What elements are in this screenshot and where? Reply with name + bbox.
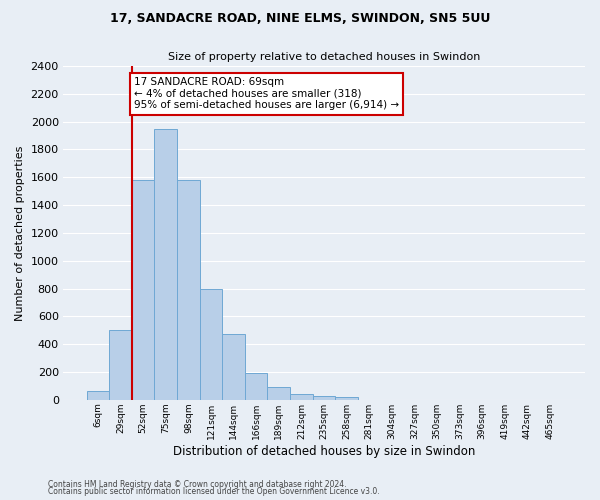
- Bar: [87, 392, 109, 400]
- Bar: [245, 374, 268, 400]
- Title: Size of property relative to detached houses in Swindon: Size of property relative to detached ho…: [168, 52, 480, 62]
- X-axis label: Distribution of detached houses by size in Swindon: Distribution of detached houses by size …: [173, 444, 475, 458]
- Bar: [335, 397, 358, 400]
- Bar: [177, 180, 200, 400]
- Bar: [222, 334, 245, 400]
- Text: Contains public sector information licensed under the Open Government Licence v3: Contains public sector information licen…: [48, 488, 380, 496]
- Bar: [109, 330, 132, 400]
- Bar: [268, 388, 290, 400]
- Text: Contains HM Land Registry data © Crown copyright and database right 2024.: Contains HM Land Registry data © Crown c…: [48, 480, 347, 489]
- Bar: [200, 288, 222, 400]
- Bar: [290, 394, 313, 400]
- Y-axis label: Number of detached properties: Number of detached properties: [15, 145, 25, 320]
- Bar: [154, 128, 177, 400]
- Text: 17, SANDACRE ROAD, NINE ELMS, SWINDON, SN5 5UU: 17, SANDACRE ROAD, NINE ELMS, SWINDON, S…: [110, 12, 490, 26]
- Bar: [132, 180, 154, 400]
- Text: 17 SANDACRE ROAD: 69sqm
← 4% of detached houses are smaller (318)
95% of semi-de: 17 SANDACRE ROAD: 69sqm ← 4% of detached…: [134, 77, 399, 110]
- Bar: [313, 396, 335, 400]
